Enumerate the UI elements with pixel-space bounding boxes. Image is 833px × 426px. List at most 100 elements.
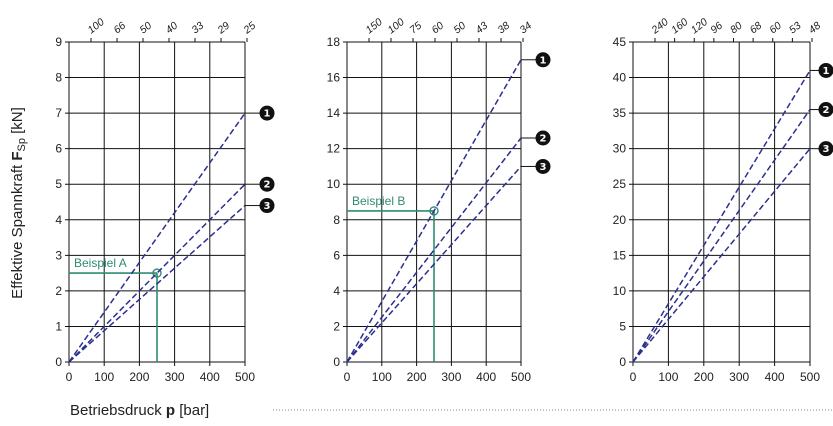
- top-tick-label: 29: [215, 20, 233, 37]
- x-tick-label: 0: [630, 370, 637, 384]
- x-tick-label: 300: [441, 370, 461, 384]
- series-line-2: [632, 109, 811, 363]
- x-tick-label: 400: [765, 370, 785, 384]
- top-tick-label: 33: [189, 20, 206, 37]
- annotation-marker: [429, 206, 439, 216]
- y-tick-label: 35: [613, 106, 627, 120]
- top-tick-label: 50: [137, 20, 154, 37]
- y-tick-label: 10: [327, 177, 341, 191]
- series-badge-2: [259, 176, 275, 192]
- series-badge-3: [535, 158, 551, 174]
- y-tick-label: 0: [619, 355, 626, 369]
- y-tick-label: 3: [55, 248, 62, 262]
- y-tick-label: 45: [613, 35, 627, 49]
- y-tick-label: 40: [613, 71, 627, 85]
- top-tick-label: 160: [669, 16, 690, 36]
- chart-1: 0 1 2 3 4 5 6 7 8 9 0 100 200 300 400 500 100 66 50 40 33 29 2…: [55, 16, 275, 384]
- annotation-label: Beispiel A: [74, 256, 127, 270]
- x-axis-label: Betriebsdruck p [bar]: [70, 402, 209, 419]
- series-line-2: [346, 137, 522, 363]
- y-axis-label: Effektive Spannkraft FSp [kN]: [9, 107, 28, 299]
- y-tick-label: 2: [55, 284, 62, 298]
- top-tick-label: 100: [385, 16, 406, 36]
- y-tick-label: 9: [55, 35, 62, 49]
- x-tick-label: 200: [407, 370, 427, 384]
- series-line-1: [632, 70, 811, 363]
- series-badge-label-3: 3: [264, 201, 271, 212]
- y-tick-label: 20: [613, 213, 627, 227]
- series-badge-label-2: 2: [823, 105, 830, 116]
- y-tick-label: 6: [333, 248, 340, 262]
- y-tick-label: 15: [613, 248, 627, 262]
- top-tick-label: 60: [429, 20, 446, 37]
- x-tick-label: 300: [165, 370, 185, 384]
- top-tick-label: 120: [689, 16, 710, 36]
- series-badge-1: [818, 62, 833, 78]
- top-tick-label: 40: [163, 20, 180, 37]
- x-tick-label: 300: [729, 370, 749, 384]
- series-badge-2: [818, 102, 833, 118]
- top-tick-label: 43: [473, 20, 490, 37]
- top-tick-label: 150: [363, 16, 384, 36]
- top-tick-label: 50: [451, 20, 468, 37]
- y-tick-label: 16: [327, 71, 341, 85]
- x-tick-label: 500: [511, 370, 531, 384]
- top-tick-label: 25: [241, 20, 259, 37]
- x-tick-label: 200: [129, 370, 149, 384]
- x-tick-label: 400: [200, 370, 220, 384]
- series-line-3: [346, 165, 522, 363]
- x-tick-label: 0: [344, 370, 351, 384]
- top-tick-label: 240: [649, 16, 671, 37]
- y-tick-label: 5: [619, 319, 626, 333]
- series-badge-3: [818, 141, 833, 157]
- series-badge-label-1: 1: [264, 109, 271, 120]
- top-tick-label: 38: [495, 20, 512, 37]
- top-tick-label: 60: [767, 20, 784, 37]
- series-line-3: [632, 148, 811, 363]
- top-tick-label: 34: [517, 20, 534, 37]
- series-badge-label-1: 1: [823, 66, 830, 77]
- x-tick-label: 200: [694, 370, 714, 384]
- top-tick-label: 80: [728, 20, 745, 37]
- series-badge-label-2: 2: [540, 134, 547, 145]
- y-tick-label: 10: [613, 284, 627, 298]
- y-tick-label: 12: [327, 142, 341, 156]
- series-line-2: [68, 183, 246, 363]
- y-tick-label: 0: [55, 355, 62, 369]
- top-tick-label: 53: [787, 20, 804, 37]
- top-tick-label: 48: [806, 20, 823, 37]
- y-tick-label: 1: [55, 319, 62, 333]
- y-tick-label: 18: [327, 35, 341, 49]
- series-line-3: [68, 204, 246, 363]
- series-badge-label-1: 1: [540, 55, 547, 66]
- series-line-1: [68, 112, 246, 363]
- top-tick-label: 100: [85, 16, 106, 36]
- series-badge-label-3: 3: [540, 162, 547, 173]
- y-tick-label: 30: [613, 142, 627, 156]
- x-tick-label: 400: [476, 370, 496, 384]
- top-tick-label: 66: [111, 20, 128, 37]
- series-line-1: [346, 59, 522, 363]
- top-tick-label: 96: [708, 20, 725, 37]
- series-badge-label-3: 3: [823, 144, 830, 155]
- series-badge-1: [259, 105, 275, 121]
- x-tick-label: 100: [94, 370, 114, 384]
- x-tick-label: 100: [372, 370, 392, 384]
- top-tick-label: 75: [407, 20, 424, 37]
- y-tick-label: 2: [333, 319, 340, 333]
- y-tick-label: 4: [333, 284, 340, 298]
- x-tick-label: 500: [235, 370, 255, 384]
- y-tick-label: 7: [55, 106, 62, 120]
- y-tick-label: 4: [55, 213, 62, 227]
- x-tick-label: 100: [658, 370, 678, 384]
- y-tick-label: 5: [55, 177, 62, 191]
- top-tick-label: 68: [748, 20, 765, 37]
- series-badge-1: [535, 52, 551, 68]
- series-badge-2: [535, 130, 551, 146]
- x-tick-label: 0: [66, 370, 73, 384]
- y-tick-label: 8: [55, 71, 62, 85]
